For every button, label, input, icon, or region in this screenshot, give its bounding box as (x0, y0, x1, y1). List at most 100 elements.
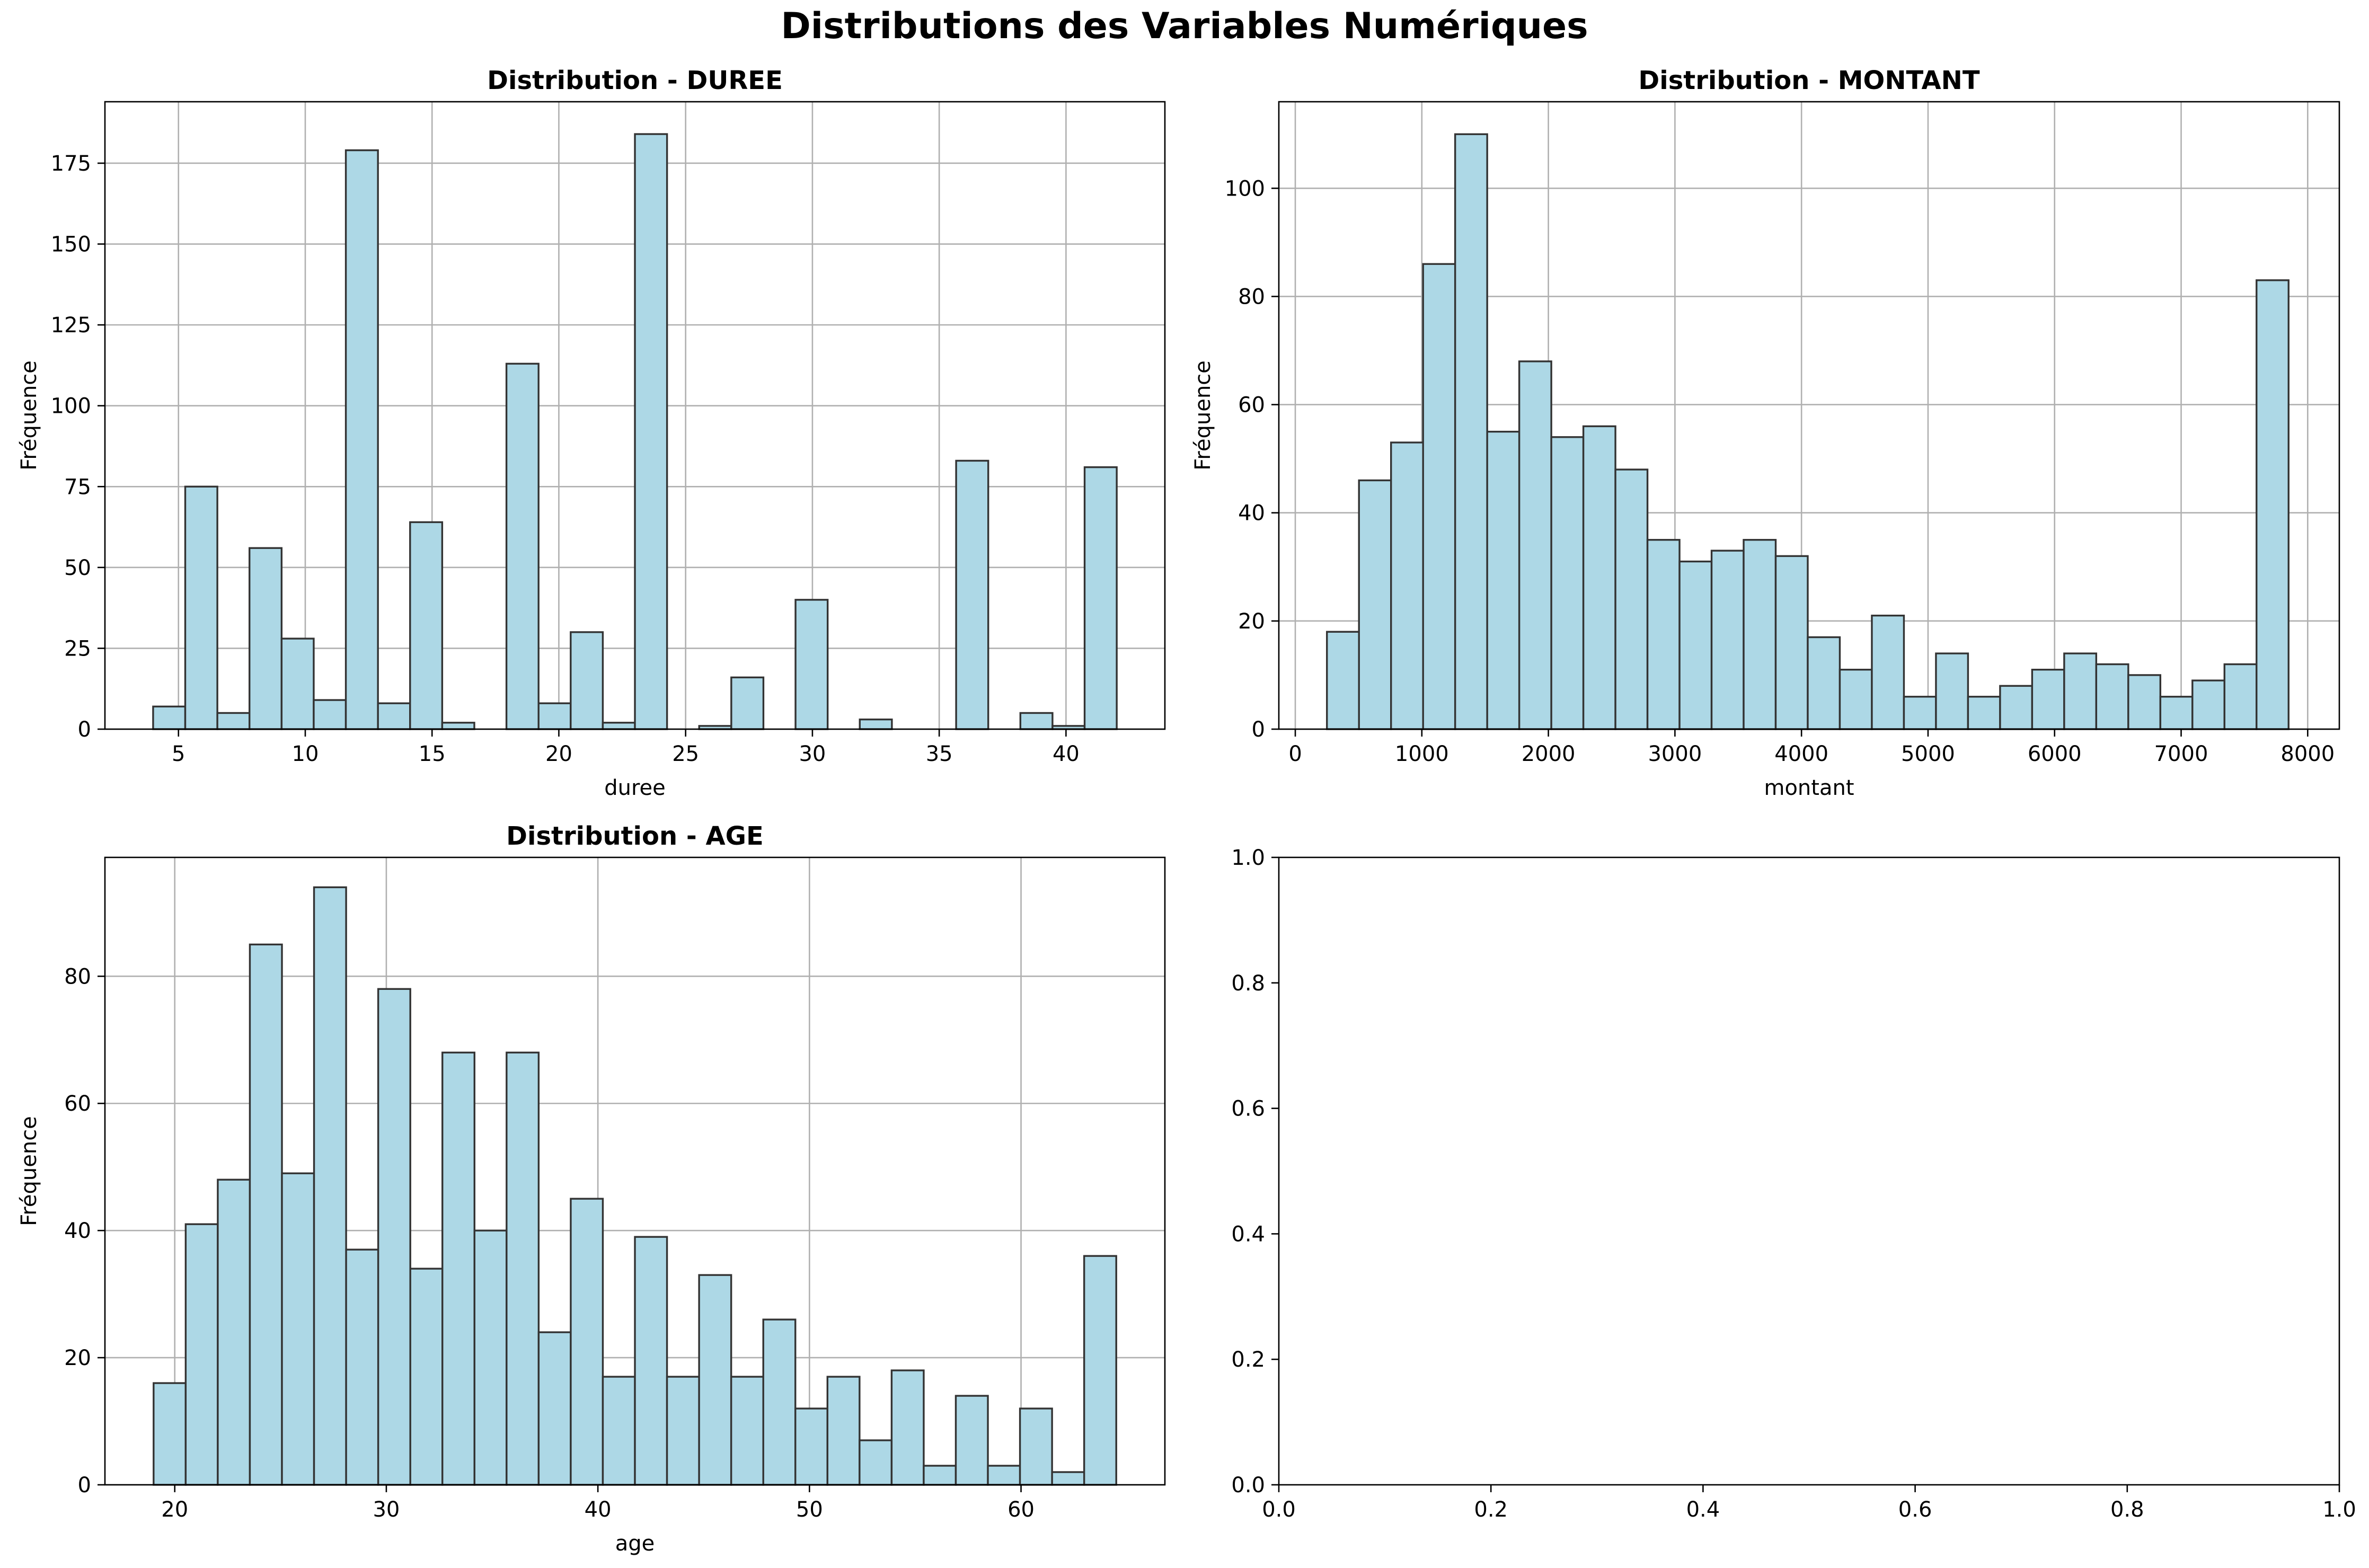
x-tick-label: 15 (419, 742, 446, 766)
y-tick-label: 0.4 (1231, 1222, 1265, 1246)
histogram-bar (441, 1051, 475, 1486)
histogram-bar (1999, 685, 2034, 730)
histogram-bar (1422, 263, 1456, 730)
x-tick-label: 8000 (2280, 742, 2335, 766)
histogram-bar (826, 1376, 861, 1486)
subplot-4: 0.0 0.2 0.4 0.6 0.8 1.0 0.0 0.2 0.4 0.6 0.8 1.0 (1231, 846, 2356, 1522)
histogram-bar (184, 1223, 219, 1486)
histogram-bar (473, 1229, 508, 1486)
histogram-bar (313, 699, 347, 730)
histogram-bar (377, 702, 411, 730)
subplot-title: Distribution - DUREE (487, 66, 783, 95)
histogram-bar (1838, 669, 1873, 730)
y-tick-label: 40 (64, 1219, 91, 1243)
y-tick-label: 0.8 (1231, 971, 1265, 996)
histogram-bar (184, 485, 218, 730)
x-tick-label: 4000 (1774, 742, 1828, 766)
x-tick-label: 25 (672, 742, 699, 766)
axes-frame (1278, 856, 2340, 1486)
histogram-bar (345, 1248, 379, 1486)
y-tick-label: 25 (64, 636, 91, 661)
y-tick-label: 1.0 (1231, 846, 1265, 870)
histogram-bar (409, 1268, 444, 1486)
histogram-bar (249, 547, 283, 730)
histogram-bar (506, 1051, 540, 1486)
histogram-bar (730, 1376, 764, 1486)
histogram-bar (152, 705, 187, 730)
x-tick-label: 1000 (1395, 742, 1449, 766)
histogram-bar (602, 722, 636, 730)
x-tick-label: 1.0 (2322, 1498, 2356, 1522)
histogram-bar (313, 886, 347, 1486)
y-tick-label: 0 (1252, 717, 1265, 742)
histogram-bar (1390, 441, 1424, 730)
histogram-bar (2031, 669, 2065, 730)
histogram-bar (153, 1382, 187, 1486)
histogram-bar (1486, 430, 1521, 730)
subplot-1: 5 10 15 20 25 30 35 40 0 25 50 75 100 125 150 175 Distri… (17, 66, 1166, 800)
histogram-bar (634, 133, 668, 730)
y-tick-label: 75 (64, 475, 91, 499)
y-tick-label: 0 (78, 717, 91, 742)
histogram-bar (216, 712, 251, 730)
histogram-bar (2127, 674, 2162, 730)
histogram-bar (794, 1407, 829, 1486)
histogram-bar (537, 702, 572, 730)
histogram-bar (1743, 539, 1777, 730)
y-tick-label: 80 (64, 964, 91, 989)
histogram-bar (1967, 696, 2001, 730)
histogram-bar (409, 521, 444, 730)
histogram-bar (2256, 279, 2290, 730)
y-tick-label: 80 (1238, 285, 1265, 309)
x-tick-label: 60 (1007, 1498, 1035, 1522)
histogram-bar (217, 1179, 251, 1486)
y-tick-label: 50 (64, 556, 91, 580)
histogram-bar (1903, 696, 1937, 730)
histogram-bar (1871, 614, 1905, 730)
x-tick-label: 0.0 (1262, 1498, 1296, 1522)
y-tick-label: 100 (1225, 176, 1265, 201)
histogram-bar (730, 676, 765, 730)
histogram-bar (1678, 560, 1713, 730)
x-tick-label: 2000 (1522, 742, 1576, 766)
y-tick-label: 150 (51, 233, 91, 257)
axes-frame (104, 101, 1166, 730)
histogram-bar (570, 631, 604, 730)
histogram-bar (1582, 425, 1616, 730)
histogram-bar (1019, 712, 1054, 730)
x-tick-label: 20 (545, 742, 572, 766)
histogram-bar (2191, 679, 2225, 730)
histogram-bar (1083, 1255, 1117, 1486)
histogram-bar (1019, 1407, 1053, 1486)
y-axis-label: Fréquence (17, 1116, 41, 1226)
histogram-bar (2159, 696, 2194, 730)
x-tick-label: 35 (926, 742, 953, 766)
x-tick-label: 40 (1053, 742, 1080, 766)
x-tick-label: 30 (373, 1498, 400, 1522)
histogram-bar (1083, 466, 1118, 730)
histogram-bar (794, 599, 829, 730)
x-tick-label: 20 (161, 1498, 188, 1522)
histogram-bar (2063, 652, 2098, 730)
histogram-bar (987, 1465, 1021, 1486)
histogram-bar (1358, 479, 1392, 730)
histogram-bar (280, 637, 315, 730)
histogram-bar (955, 459, 989, 730)
histogram-bar (249, 943, 283, 1486)
x-tick-label: 6000 (2028, 742, 2082, 766)
y-tick-label: 60 (64, 1092, 91, 1116)
histogram-bar (698, 1274, 732, 1486)
histogram-bar (1807, 636, 1841, 730)
x-tick-label: 5 (172, 742, 185, 766)
subplot-3: 20 30 40 50 60 0 20 40 60 80 Distribution - AGE age… (17, 821, 1166, 1556)
x-axis-label: duree (604, 776, 666, 800)
y-tick-label: 0.2 (1231, 1348, 1265, 1372)
y-tick-label: 0 (78, 1473, 91, 1498)
histogram-bar (859, 718, 893, 730)
x-axis-label: age (615, 1531, 655, 1556)
histogram-bar (2223, 663, 2258, 730)
x-tick-label: 10 (292, 742, 319, 766)
axes-frame (1278, 101, 2340, 730)
y-tick-label: 0.0 (1231, 1473, 1265, 1498)
